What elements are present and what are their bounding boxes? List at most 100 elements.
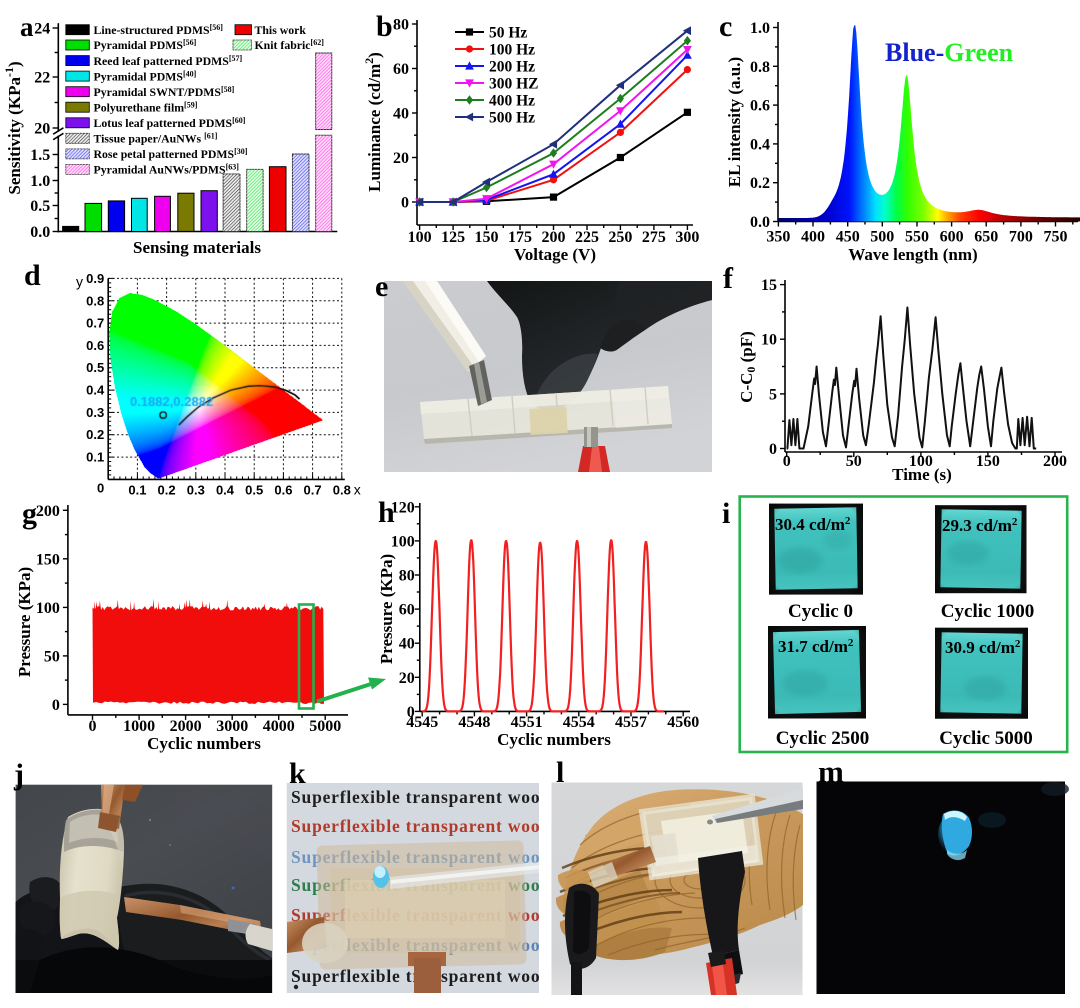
svg-text:Cyclic numbers: Cyclic numbers xyxy=(147,734,261,753)
svg-text:50: 50 xyxy=(846,453,862,470)
svg-text:200: 200 xyxy=(1043,453,1067,470)
svg-text:0.8: 0.8 xyxy=(750,59,770,76)
svg-text:50: 50 xyxy=(44,648,60,665)
svg-text:Rose petal patterned PDMS[30]: Rose petal patterned PDMS[30] xyxy=(94,147,248,162)
svg-text:a: a xyxy=(20,12,34,42)
svg-text:15: 15 xyxy=(761,277,777,294)
svg-text:150: 150 xyxy=(36,551,60,568)
svg-text:700: 700 xyxy=(1009,229,1033,246)
svg-text:y: y xyxy=(76,273,83,289)
svg-text:100: 100 xyxy=(36,600,60,617)
svg-text:e: e xyxy=(375,270,388,303)
svg-text:Time (s): Time (s) xyxy=(892,465,952,484)
svg-text:60: 60 xyxy=(399,602,415,619)
svg-text:0.8: 0.8 xyxy=(333,482,351,497)
svg-text:0: 0 xyxy=(783,453,791,470)
svg-text:4551: 4551 xyxy=(511,714,543,731)
svg-text:Lotus leaf patterned PDMS[60]: Lotus leaf patterned PDMS[60] xyxy=(94,116,246,131)
svg-text:0: 0 xyxy=(52,697,60,714)
svg-text:29.3 cd/m2: 29.3 cd/m2 xyxy=(942,516,1018,535)
svg-text:4560: 4560 xyxy=(667,714,699,731)
svg-text:Superflexible transparent woo: Superflexible transparent woo xyxy=(291,816,540,836)
svg-text:275: 275 xyxy=(642,229,666,246)
svg-text:0.5: 0.5 xyxy=(245,482,263,497)
svg-text:150: 150 xyxy=(475,229,499,246)
svg-text:500: 500 xyxy=(870,229,894,246)
svg-text:Sensitivity (KPa-1): Sensitivity (KPa-1) xyxy=(2,61,24,194)
svg-text:Blue-Green: Blue-Green xyxy=(885,38,1014,67)
svg-text:0.5: 0.5 xyxy=(86,360,104,375)
svg-text:EL intensity (a.u.): EL intensity (a.u.) xyxy=(725,57,744,187)
svg-text:40: 40 xyxy=(399,636,415,653)
svg-text:Cyclic 2500: Cyclic 2500 xyxy=(776,728,869,749)
svg-text:0.2: 0.2 xyxy=(750,175,770,192)
svg-text:0.3: 0.3 xyxy=(86,405,104,420)
svg-text:0.6: 0.6 xyxy=(750,98,770,115)
svg-text:0.5: 0.5 xyxy=(30,198,50,215)
svg-text:Pyramidal SWNT/PDMS[58]: Pyramidal SWNT/PDMS[58] xyxy=(94,84,235,99)
svg-text:0.0: 0.0 xyxy=(750,214,770,231)
svg-text:0.9: 0.9 xyxy=(86,271,104,286)
svg-text:750: 750 xyxy=(1044,229,1068,246)
svg-text:150: 150 xyxy=(976,453,1000,470)
svg-text:0.1: 0.1 xyxy=(128,482,146,497)
svg-text:Superflexible transparent woo: Superflexible transparent woo xyxy=(291,787,540,807)
svg-text:Cyclic 5000: Cyclic 5000 xyxy=(939,728,1032,749)
svg-text:0.7: 0.7 xyxy=(304,482,322,497)
svg-text:Sensing materials: Sensing materials xyxy=(133,238,261,257)
svg-text:80: 80 xyxy=(393,17,409,34)
svg-text:Knit fabric[62]: Knit fabric[62] xyxy=(255,38,325,53)
svg-text:1.0: 1.0 xyxy=(750,20,770,37)
svg-text:24: 24 xyxy=(34,21,50,38)
svg-text:5: 5 xyxy=(769,386,777,403)
svg-text:0.2: 0.2 xyxy=(86,427,104,442)
svg-text:0.6: 0.6 xyxy=(274,482,292,497)
svg-text:Line-structured PDMS[56]: Line-structured PDMS[56] xyxy=(94,22,224,37)
svg-text:b: b xyxy=(376,10,393,43)
svg-text:200: 200 xyxy=(542,229,566,246)
svg-text:Polyurethane film[59]: Polyurethane film[59] xyxy=(94,100,198,115)
svg-text:10: 10 xyxy=(761,332,777,349)
svg-text:Reed leaf patterned PDMS[57]: Reed leaf patterned PDMS[57] xyxy=(94,53,243,68)
svg-text:0.8: 0.8 xyxy=(86,293,104,308)
svg-text:4545: 4545 xyxy=(406,714,438,731)
svg-text:Cyclic numbers: Cyclic numbers xyxy=(497,730,611,749)
svg-text:80: 80 xyxy=(399,568,415,585)
svg-text:0.6: 0.6 xyxy=(86,338,104,353)
svg-text:100 Hz: 100 Hz xyxy=(489,42,535,59)
svg-text:4557: 4557 xyxy=(615,714,647,731)
svg-text:1.5: 1.5 xyxy=(30,147,50,164)
svg-text:350: 350 xyxy=(766,229,790,246)
svg-text:0: 0 xyxy=(407,704,415,721)
svg-text:20: 20 xyxy=(393,150,409,167)
svg-text:m: m xyxy=(818,754,844,789)
svg-text:f: f xyxy=(723,262,734,295)
svg-text:0.4: 0.4 xyxy=(750,136,770,153)
svg-text:60: 60 xyxy=(393,61,409,78)
svg-text:Pressure (KPa): Pressure (KPa) xyxy=(377,554,396,664)
svg-text:1.0: 1.0 xyxy=(30,173,50,190)
svg-text:0.2: 0.2 xyxy=(158,482,176,497)
svg-text:300: 300 xyxy=(675,229,699,246)
svg-text:Voltage (V): Voltage (V) xyxy=(514,245,596,264)
svg-text:Luminance (cd/m2): Luminance (cd/m2) xyxy=(362,52,384,192)
svg-text:120: 120 xyxy=(391,499,415,516)
svg-text:0: 0 xyxy=(401,195,409,212)
svg-text:Cyclic 0: Cyclic 0 xyxy=(788,601,853,622)
svg-text:31.7 cd/m2: 31.7 cd/m2 xyxy=(778,637,854,656)
svg-text:30.9 cd/m2: 30.9 cd/m2 xyxy=(945,638,1021,657)
svg-text:450: 450 xyxy=(836,229,860,246)
svg-text:250: 250 xyxy=(608,229,632,246)
svg-text:Tissue paper/AuNWs [61]: Tissue paper/AuNWs [61] xyxy=(94,131,218,146)
svg-text:0.3: 0.3 xyxy=(187,482,205,497)
svg-text:g: g xyxy=(22,497,37,530)
svg-text:40: 40 xyxy=(393,106,409,123)
svg-text:22: 22 xyxy=(34,70,50,87)
svg-text:4554: 4554 xyxy=(563,714,595,731)
svg-text:Pressure (KPa): Pressure (KPa) xyxy=(15,567,34,677)
svg-text:0.4: 0.4 xyxy=(86,383,105,398)
svg-text:Pyramidal AuNWs/PDMS[63]: Pyramidal AuNWs/PDMS[63] xyxy=(94,162,240,177)
svg-text:175: 175 xyxy=(508,229,532,246)
svg-text:650: 650 xyxy=(974,229,998,246)
svg-text:k: k xyxy=(289,757,306,790)
